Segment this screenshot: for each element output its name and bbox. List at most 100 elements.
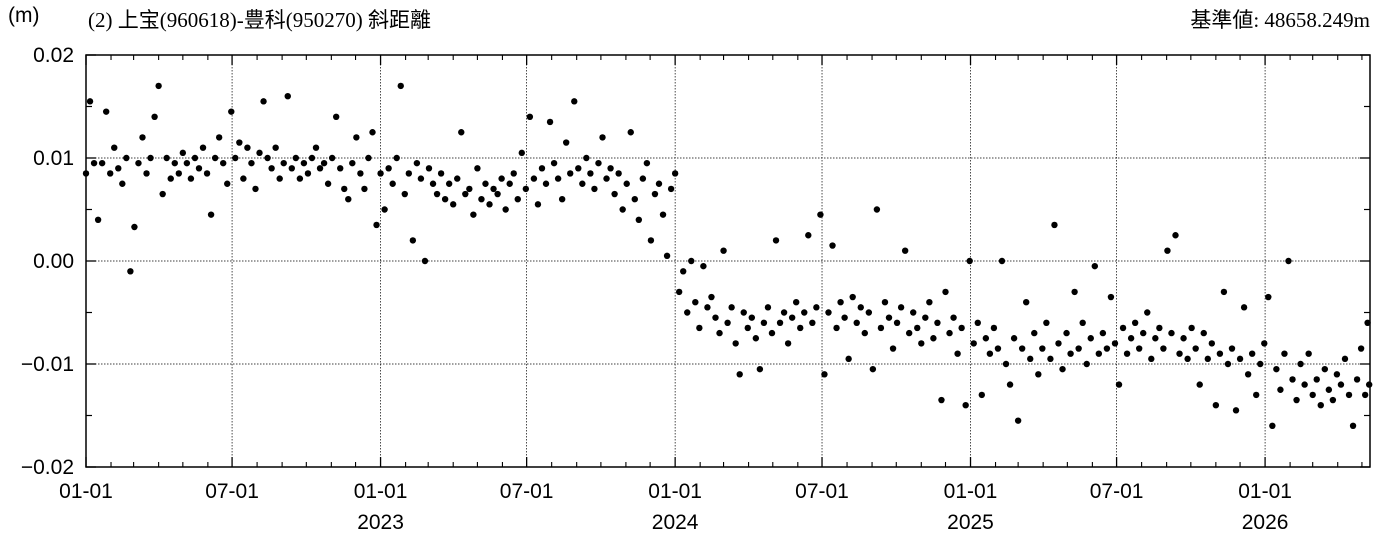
data-point <box>320 159 328 167</box>
data-point <box>300 159 308 167</box>
data-point <box>821 371 828 378</box>
data-point <box>98 159 106 167</box>
data-point <box>373 221 380 229</box>
data-point <box>667 185 675 193</box>
data-point <box>316 165 324 172</box>
data-point <box>167 175 174 182</box>
data-point <box>159 190 166 198</box>
data-point <box>498 175 505 182</box>
data-point <box>1353 376 1361 383</box>
data-point <box>381 206 388 213</box>
data-point <box>599 134 606 141</box>
data-point <box>760 319 768 326</box>
data-point <box>1349 422 1357 429</box>
data-point <box>1071 288 1078 296</box>
data-point <box>1168 329 1175 337</box>
data-point <box>1248 350 1256 357</box>
data-point <box>1172 232 1179 239</box>
plot-frame <box>85 54 1371 468</box>
data-point <box>619 206 626 213</box>
data-point <box>1293 396 1300 404</box>
data-point <box>111 144 118 151</box>
data-point <box>914 324 921 332</box>
data-point <box>970 340 977 347</box>
data-point <box>1236 355 1244 363</box>
data-point <box>1043 319 1050 326</box>
data-point <box>1301 381 1308 388</box>
data-point <box>1010 335 1018 342</box>
data-point <box>429 180 437 187</box>
data-point <box>1051 221 1058 229</box>
grid-lines <box>86 55 1370 467</box>
data-point <box>1091 262 1099 270</box>
data-point <box>736 371 743 378</box>
data-point <box>296 175 304 182</box>
data-point <box>425 165 433 172</box>
data-point <box>788 314 796 321</box>
data-point <box>1148 355 1155 363</box>
data-point <box>1111 340 1119 347</box>
data-point <box>607 165 614 172</box>
x-year-label: 2026 <box>1242 511 1289 534</box>
data-point <box>530 175 538 182</box>
data-point <box>538 165 546 172</box>
data-point <box>1196 381 1203 388</box>
data-point <box>1345 391 1353 399</box>
data-point <box>409 237 417 244</box>
data-point <box>1277 386 1284 393</box>
data-point <box>1067 350 1074 357</box>
data-point <box>107 170 114 177</box>
data-point <box>236 139 243 146</box>
data-point <box>954 350 961 357</box>
data-point <box>1063 329 1070 337</box>
data-point <box>1333 371 1341 378</box>
data-point <box>583 154 590 162</box>
data-point <box>1123 350 1131 357</box>
x-tick-label: 01-01 <box>1238 480 1292 503</box>
data-point <box>361 185 368 193</box>
data-point <box>280 159 287 167</box>
data-point <box>837 299 844 306</box>
data-point <box>982 335 990 342</box>
data-point <box>401 190 408 198</box>
data-point <box>337 165 344 172</box>
data-point <box>752 335 760 342</box>
data-point <box>740 309 747 316</box>
data-point <box>558 196 566 203</box>
x-year-label: 2023 <box>357 511 404 534</box>
data-point <box>671 170 679 177</box>
data-point <box>1140 329 1147 337</box>
data-point <box>486 201 493 208</box>
data-point <box>123 154 130 162</box>
x-year-label: 2025 <box>947 511 994 534</box>
data-point <box>1119 324 1127 332</box>
data-point <box>450 201 457 208</box>
data-point <box>1321 365 1329 373</box>
data-point <box>1031 329 1038 337</box>
data-point <box>119 180 126 187</box>
data-point <box>526 113 534 121</box>
data-point <box>252 185 259 193</box>
data-point <box>942 288 949 296</box>
data-point <box>272 144 279 151</box>
data-point <box>385 165 392 172</box>
data-point <box>256 149 263 157</box>
data-point <box>490 185 497 193</box>
data-point <box>647 237 655 244</box>
data-point <box>728 304 735 311</box>
data-point <box>224 180 231 187</box>
data-point <box>893 319 901 326</box>
data-point <box>1002 360 1010 368</box>
data-point <box>655 180 663 187</box>
data-point <box>885 314 893 321</box>
x-tick-labels: 01-01 07-01 01-01 2023 07-01 01-01 2024 07-01 01… <box>59 480 1292 534</box>
data-point <box>651 190 659 198</box>
data-point <box>171 159 178 167</box>
data-point <box>308 154 316 162</box>
data-point <box>1059 365 1066 373</box>
data-point <box>1156 324 1163 332</box>
data-point <box>1313 376 1320 383</box>
data-point <box>1216 350 1224 357</box>
data-point <box>1285 257 1292 265</box>
data-point <box>591 185 598 193</box>
